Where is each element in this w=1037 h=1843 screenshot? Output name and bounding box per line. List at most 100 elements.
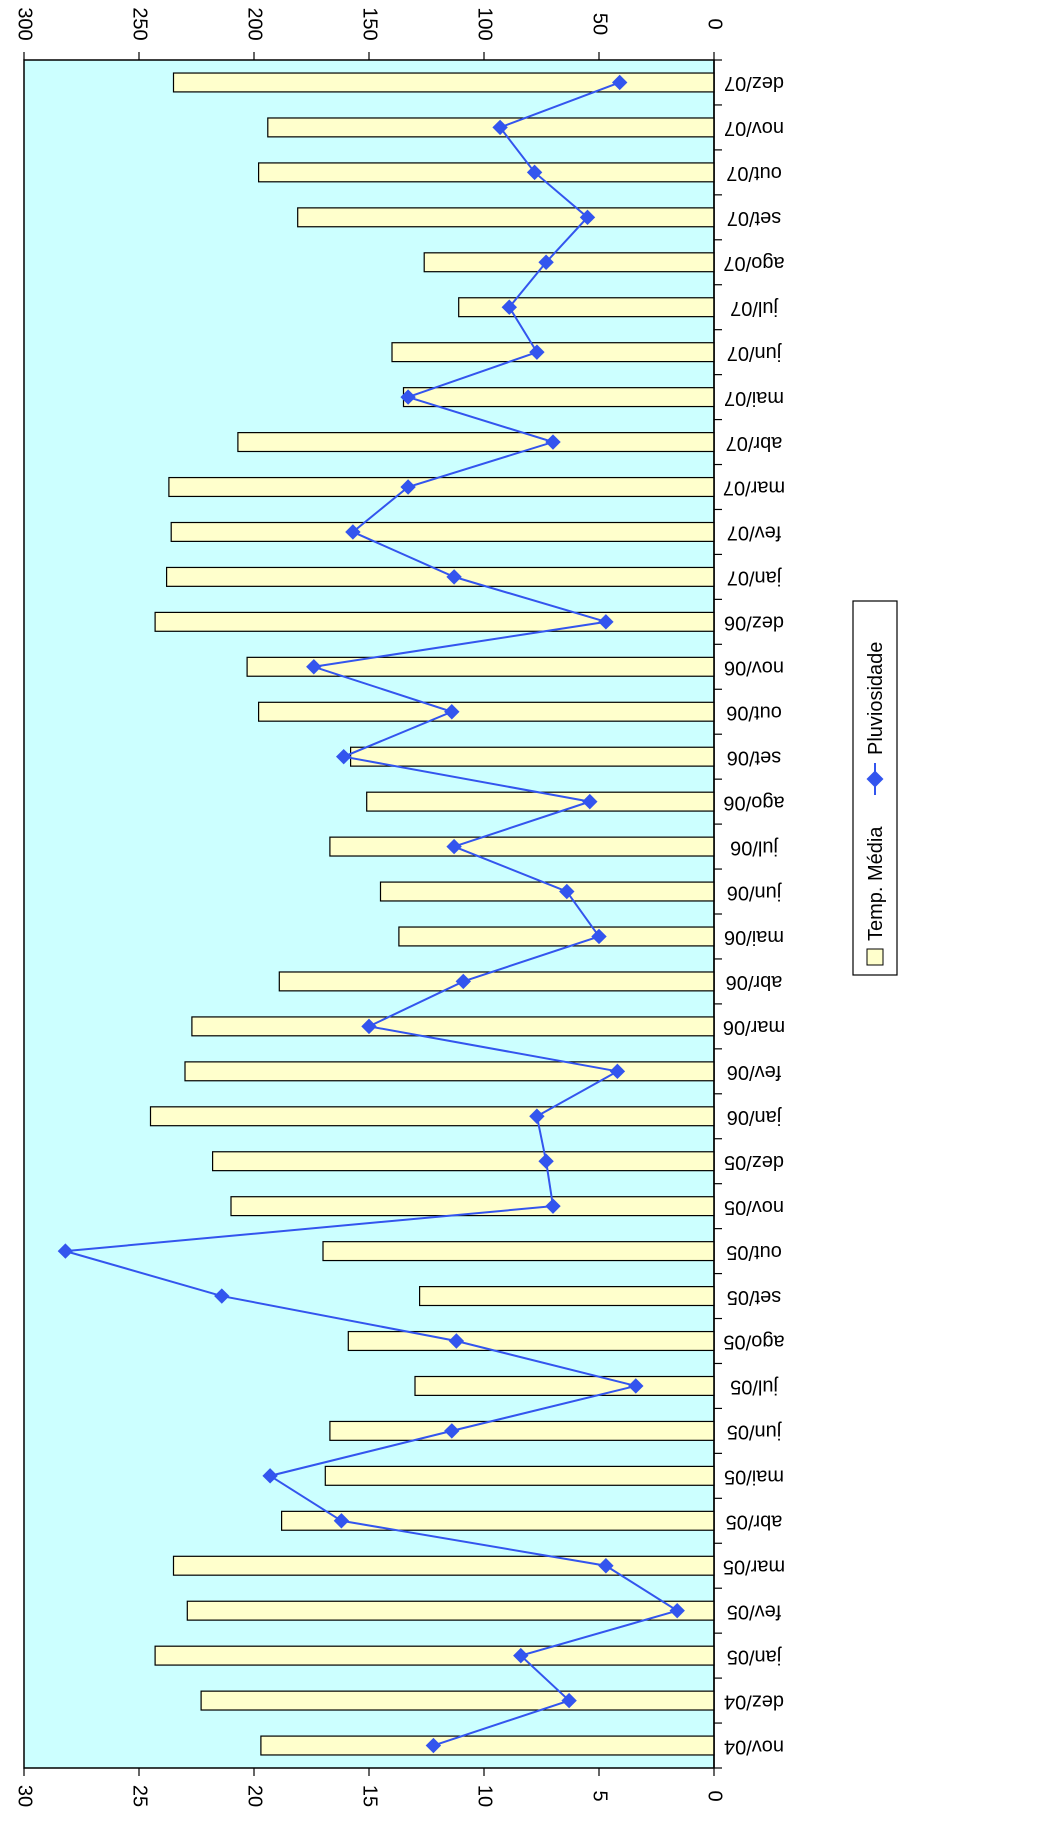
category-tick-label: jul/07 bbox=[730, 297, 779, 319]
pluviosidade-point bbox=[446, 569, 462, 585]
category-tick-label: set/07 bbox=[727, 207, 781, 229]
temp-bar bbox=[191, 1016, 715, 1037]
category-tick-label: jan/06 bbox=[727, 1106, 783, 1128]
temp-bar bbox=[278, 971, 715, 992]
pluviosidade-point bbox=[306, 659, 322, 675]
pluviosidade-point bbox=[628, 1378, 644, 1394]
temp-bar bbox=[267, 117, 715, 138]
pluviosidade-point bbox=[361, 1018, 377, 1035]
category-tick-label: ago/06 bbox=[723, 791, 784, 813]
pluviosidade-point bbox=[591, 928, 607, 945]
category-tick-label: jun/05 bbox=[727, 1421, 783, 1443]
category-tick-label: jan/07 bbox=[727, 567, 783, 589]
category-tick-label: mar/06 bbox=[723, 1016, 785, 1038]
pluviosidade-point bbox=[345, 524, 361, 540]
category-tick-label: set/06 bbox=[727, 746, 781, 768]
category-tick-label: out/06 bbox=[726, 701, 782, 723]
bottom-axis-tick-label: 0 bbox=[704, 1790, 726, 1801]
category-tick-label: nov/05 bbox=[724, 1196, 784, 1218]
top-axis-tick-label: 50 bbox=[589, 13, 611, 35]
pluviosidade-point bbox=[529, 344, 545, 360]
category-tick-label: abr/05 bbox=[726, 1511, 783, 1533]
category-tick-label: dez/07 bbox=[724, 72, 784, 94]
temp-bar bbox=[402, 387, 715, 408]
temp-bar bbox=[154, 611, 715, 632]
axes: nov/04 dez/04 jan/05 fev/05 mar/05 abr/05 mai/… bbox=[14, 7, 785, 1807]
pluviosidade-point bbox=[538, 254, 554, 270]
legend: Temp. Média Pluviosidade bbox=[852, 600, 898, 976]
pluviosidade-point bbox=[609, 1063, 626, 1080]
pluviosidade-point bbox=[425, 1737, 442, 1754]
bottom-axis-tick-label: 30 bbox=[14, 1785, 36, 1807]
category-tick-label: jun/06 bbox=[727, 881, 783, 903]
pluviosidade-point bbox=[669, 1602, 685, 1619]
temp-bar bbox=[322, 1241, 715, 1262]
temp-bar bbox=[237, 432, 715, 453]
bottom-axis-tick-label: 25 bbox=[129, 1785, 151, 1807]
category-tick-label: fev/05 bbox=[727, 1600, 781, 1622]
pluviosidade-point bbox=[444, 1423, 460, 1439]
temp-bar bbox=[260, 1735, 715, 1756]
category-tick-label: mai/07 bbox=[724, 387, 784, 409]
pluviosidade-point bbox=[545, 434, 561, 450]
category-tick-label: fev/07 bbox=[727, 522, 781, 544]
temp-bar bbox=[172, 1555, 715, 1576]
bottom-axis-tick-label: 20 bbox=[244, 1785, 266, 1807]
legend-label-pluv: Pluviosidade bbox=[865, 642, 887, 755]
pluviosidade-point bbox=[545, 1198, 561, 1214]
bottom-axis-tick-label: 15 bbox=[359, 1785, 381, 1807]
temp-bar bbox=[366, 791, 715, 812]
pluviosidade-point bbox=[262, 1468, 278, 1484]
pluviosidade-point bbox=[444, 704, 460, 720]
temp-bar bbox=[186, 1600, 715, 1621]
category-tick-label: dez/05 bbox=[724, 1151, 784, 1173]
temp-bar bbox=[324, 1465, 715, 1486]
category-tick-label: mai/05 bbox=[724, 1466, 784, 1488]
pluviosidade-point bbox=[214, 1288, 230, 1304]
pluviosidade-point bbox=[611, 74, 628, 91]
temp-bar bbox=[258, 162, 715, 183]
temp-bar bbox=[200, 1690, 715, 1711]
category-tick-label: out/07 bbox=[726, 162, 782, 184]
temp-bar bbox=[184, 1061, 715, 1082]
pluviosidade-point bbox=[492, 119, 508, 136]
category-tick-label: jul/06 bbox=[730, 836, 779, 858]
category-tick-label: jul/05 bbox=[730, 1376, 779, 1398]
pluviosidade-point bbox=[501, 299, 518, 315]
temp-bar bbox=[350, 746, 715, 767]
pluviosidade-point bbox=[400, 389, 416, 405]
category-tick-label: abr/07 bbox=[726, 432, 783, 454]
category-tick-label: nov/07 bbox=[724, 117, 784, 139]
temp-bar bbox=[347, 1330, 715, 1352]
category-tick-label: nov/04 bbox=[724, 1735, 784, 1757]
pluviosidade-point bbox=[526, 164, 543, 181]
category-tick-label: fev/06 bbox=[727, 1061, 781, 1083]
temp-bar bbox=[419, 1286, 715, 1307]
category-tick-label: dez/04 bbox=[724, 1690, 784, 1712]
temp-bar bbox=[170, 521, 715, 542]
temp-bar bbox=[172, 72, 715, 93]
temp-bars bbox=[149, 72, 715, 1756]
bottom-axis-tick-label: 10 bbox=[474, 1785, 496, 1807]
top-axis-tick-label: 150 bbox=[359, 7, 381, 40]
pluviosidade-point bbox=[559, 883, 575, 900]
pluviosidade-point bbox=[513, 1647, 529, 1664]
pluviosidade-point bbox=[579, 209, 596, 226]
category-tick-label: ago/05 bbox=[723, 1331, 784, 1353]
temp-bar bbox=[414, 1375, 715, 1396]
category-tick-label: set/05 bbox=[727, 1286, 781, 1308]
pluviosidade-point bbox=[333, 1513, 350, 1529]
temp-bar bbox=[258, 701, 715, 722]
legend-label-temp: Temp. Média bbox=[865, 826, 887, 941]
pluviosidade-point bbox=[400, 479, 416, 495]
legend-swatch-diamond bbox=[866, 770, 884, 788]
category-tick-label: dez/06 bbox=[724, 612, 784, 634]
pluviosidade-point bbox=[57, 1243, 74, 1259]
category-tick-label: jun/07 bbox=[727, 342, 783, 364]
pluviosidade-point bbox=[455, 973, 472, 990]
temp-bar bbox=[379, 881, 715, 902]
pluviosidade-point bbox=[538, 1153, 554, 1169]
pluviosidade-line bbox=[65, 81, 680, 1747]
category-tick-label: mar/05 bbox=[723, 1555, 785, 1577]
